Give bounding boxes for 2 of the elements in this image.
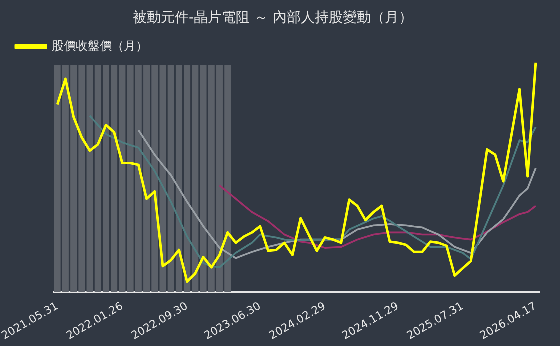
chart-title: 被動元件-晶片電阻 ～ 內部人持股變動（月） [133, 10, 413, 26]
legend-label: 股價收盤價（月） [52, 38, 148, 53]
